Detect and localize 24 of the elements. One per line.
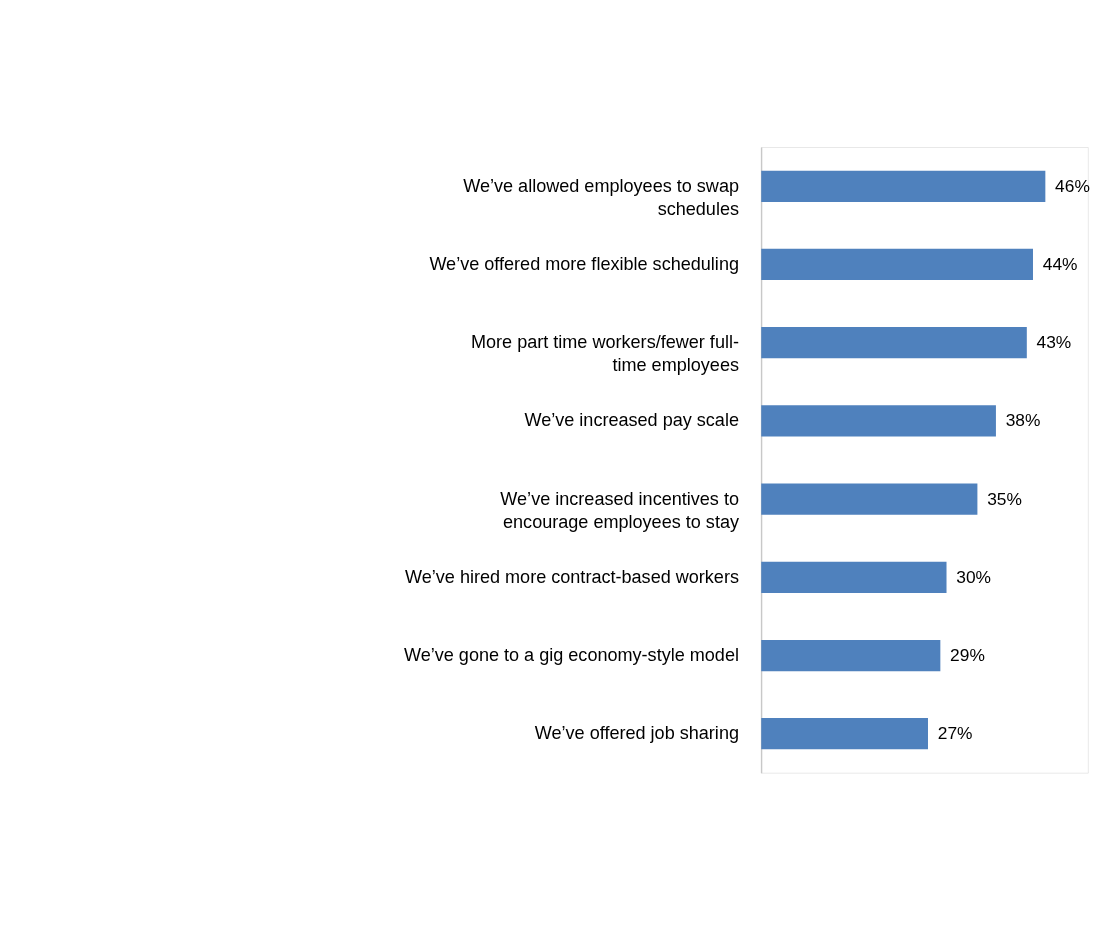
data-label: 43% (1036, 332, 1072, 353)
bar (761, 483, 978, 515)
bar (761, 170, 1046, 202)
bar (761, 248, 1033, 281)
bar (761, 405, 996, 437)
data-label: 30% (956, 566, 991, 587)
y-tick-label: We’ve offered more flexible scheduling (429, 254, 739, 275)
data-label: 27% (937, 723, 973, 744)
y-tick-label: More part time workers/fewer full-time employees (470, 332, 739, 376)
data-label: 29% (950, 645, 985, 666)
y-tick-label: We’ve increased incentives to encourage employees to stay (500, 488, 739, 532)
data-label: 35% (987, 488, 1022, 509)
data-label: 44% (1042, 254, 1078, 275)
y-tick-label: We’ve increased pay scale (524, 410, 739, 431)
data-label: 46% (1055, 175, 1090, 196)
y-tick-label: We’ve hired more contract-based workers (405, 566, 739, 587)
y-tick-label: We’ve gone to a gig economy-style model (403, 645, 739, 666)
bar (761, 718, 928, 750)
y-tick-label: We’ve offered job sharing (534, 723, 739, 744)
y-tick-label: We’ve allowed employees to swap schedules (463, 175, 739, 219)
data-label: 38% (1005, 410, 1041, 431)
bar (761, 561, 947, 593)
bar (761, 327, 1027, 359)
bar (761, 639, 941, 672)
